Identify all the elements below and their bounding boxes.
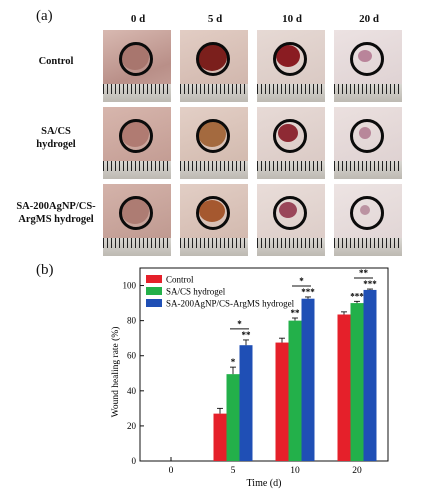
- legend-entry: SA/CS hydrogel: [166, 287, 226, 297]
- y-tick-label: 0: [132, 456, 137, 466]
- significance-mark: ***: [363, 279, 377, 289]
- row-label-agnp: SA-200AgNP/CS- ArgMS hydrogel: [16, 201, 96, 225]
- x-axis-label: Time (d): [247, 478, 282, 489]
- ruler: [257, 161, 325, 179]
- comparison-mark: *: [299, 276, 304, 286]
- bar: [337, 314, 351, 461]
- bar: [288, 320, 302, 461]
- legend-entry: SA-200AgNP/CS-ArgMS hydrogel: [166, 299, 295, 309]
- wound-photo-sacs-0d: [103, 107, 171, 179]
- wound-ring: [273, 196, 307, 230]
- wound-photo-agnp-0d: [103, 184, 171, 256]
- wound-ring: [273, 119, 307, 153]
- comparison-mark: *: [237, 319, 242, 329]
- wound-photo-agnp-5d: [180, 184, 248, 256]
- panel-a-label: (a): [36, 8, 53, 24]
- bar: [363, 289, 377, 461]
- wound-ring: [350, 196, 384, 230]
- significance-mark: **: [291, 308, 301, 318]
- legend-swatch: [146, 275, 162, 283]
- y-tick-label: 40: [127, 386, 137, 396]
- x-tick-label: 10: [290, 466, 300, 476]
- wound-photo-control-0d: [103, 30, 171, 102]
- wound-photo-agnp-10d: [257, 184, 325, 256]
- comparison-mark: **: [359, 268, 369, 278]
- wound-photo-agnp-20d: [334, 184, 402, 256]
- bar: [226, 374, 240, 461]
- wound-ring: [196, 42, 230, 76]
- significance-mark: ***: [350, 291, 364, 301]
- legend-swatch: [146, 299, 162, 307]
- wound-photo-control-10d: [257, 30, 325, 102]
- bar: [213, 413, 227, 461]
- ruler: [257, 84, 325, 102]
- row-label-control: Control: [38, 56, 74, 67]
- bar: [350, 303, 364, 461]
- wound-photo-control-5d: [180, 30, 248, 102]
- y-tick-label: 20: [127, 421, 137, 431]
- ruler: [103, 161, 171, 179]
- plot-frame: [139, 267, 389, 462]
- x-tick-label: 20: [352, 466, 362, 476]
- ruler: [257, 238, 325, 256]
- wound-photo-sacs-10d: [257, 107, 325, 179]
- y-tick-label: 80: [127, 316, 137, 326]
- ruler: [180, 84, 248, 102]
- wound-ring: [196, 196, 230, 230]
- ruler: [334, 84, 402, 102]
- wound-ring: [273, 42, 307, 76]
- ruler: [103, 238, 171, 256]
- wound-ring: [119, 196, 153, 230]
- y-axis-label: Wound healing rate (%): [110, 327, 121, 418]
- row-label-sacs: SA/CS hydrogel: [36, 126, 76, 150]
- x-tick-label: 5: [231, 466, 236, 476]
- column-label-10d: 10 d: [282, 13, 302, 25]
- wound-ring: [350, 42, 384, 76]
- column-label-20d: 20 d: [359, 13, 379, 25]
- wound-ring: [119, 119, 153, 153]
- wound-ring: [119, 42, 153, 76]
- bar: [275, 342, 289, 461]
- ruler: [334, 161, 402, 179]
- ruler: [180, 161, 248, 179]
- wound-photo-sacs-20d: [334, 107, 402, 179]
- ruler: [334, 238, 402, 256]
- wound-photo-control-20d: [334, 30, 402, 102]
- column-label-5d: 5 d: [207, 13, 223, 25]
- significance-mark: **: [242, 330, 252, 340]
- significance-mark: *: [231, 357, 236, 367]
- wound-ring: [350, 119, 384, 153]
- y-tick-label: 60: [127, 351, 137, 361]
- bar: [239, 345, 253, 461]
- wound-ring: [196, 119, 230, 153]
- legend-swatch: [146, 287, 162, 295]
- legend-entry: Control: [166, 275, 194, 285]
- significance-mark: ***: [301, 287, 315, 297]
- x-tick-label: 0: [169, 466, 174, 476]
- y-tick-label: 100: [123, 281, 137, 291]
- wound-photo-sacs-5d: [180, 107, 248, 179]
- ruler: [180, 238, 248, 256]
- panel-b-label: (b): [36, 262, 54, 278]
- column-label-0d: 0 d: [130, 13, 146, 25]
- ruler: [103, 84, 171, 102]
- bar: [301, 298, 315, 461]
